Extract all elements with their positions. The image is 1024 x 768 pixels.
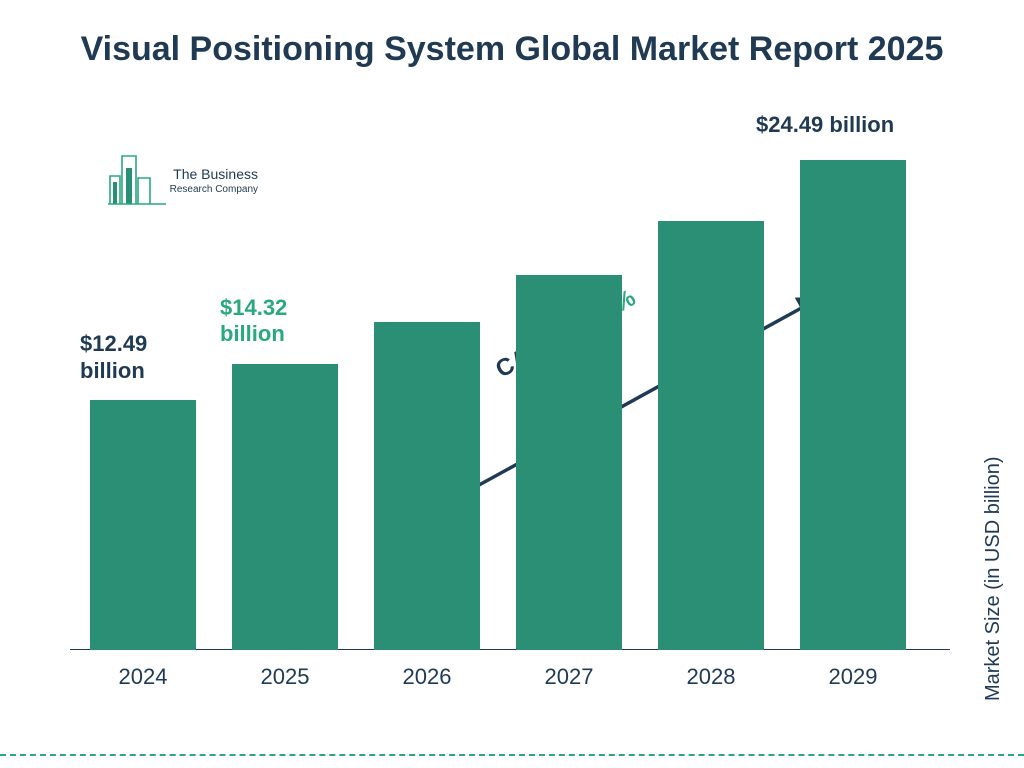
x-axis-tick-label: 2024 (90, 664, 196, 690)
x-axis-tick-label: 2026 (374, 664, 480, 690)
bar (658, 221, 764, 650)
bar (90, 400, 196, 650)
x-axis-tick-label: 2028 (658, 664, 764, 690)
x-axis-tick-label: 2029 (800, 664, 906, 690)
bar-value-label: $24.49 billion (756, 112, 894, 138)
x-axis-tick-label: 2027 (516, 664, 622, 690)
bottom-dashed-rule (0, 754, 1024, 756)
bar-value-label: $12.49billion (80, 331, 147, 384)
chart-area: CAGR 14.4% 202420252026202720282029$12.4… (90, 140, 910, 710)
bar (232, 364, 338, 650)
bar (516, 275, 622, 650)
y-axis-label: Market Size (in USD billion) (983, 457, 1006, 702)
bar-value-label: $14.32billion (220, 295, 287, 348)
x-axis-tick-label: 2025 (232, 664, 338, 690)
chart-title: Visual Positioning System Global Market … (0, 28, 1024, 71)
bar (374, 322, 480, 650)
trend-arrow (90, 140, 910, 650)
bar (800, 160, 906, 650)
plot-region: CAGR 14.4% 202420252026202720282029$12.4… (90, 140, 910, 650)
